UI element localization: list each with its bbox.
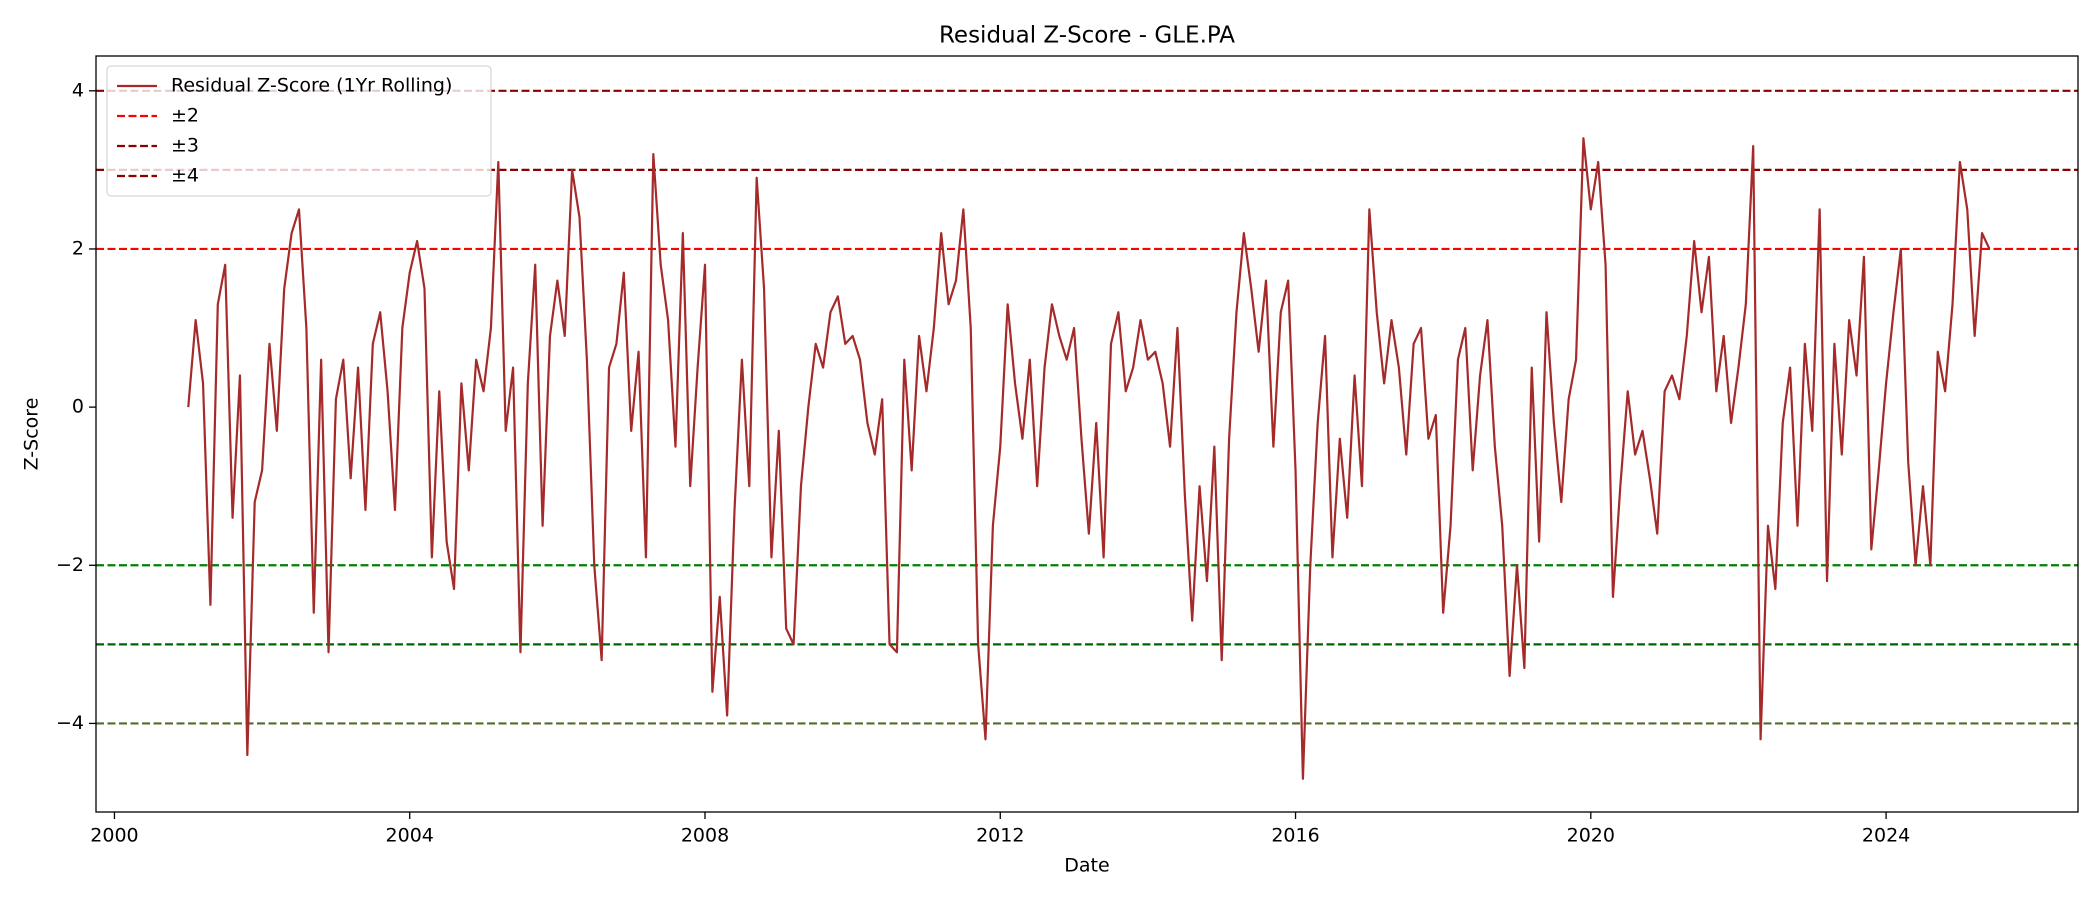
y-tick-label: −4: [56, 712, 84, 734]
x-axis-label: Date: [1064, 855, 1109, 877]
chart-title: Residual Z-Score - GLE.PA: [939, 23, 1235, 49]
legend-label: ±3: [171, 135, 199, 157]
plot-frame: [95, 55, 2079, 813]
y-axis-label: Z-Score: [21, 398, 43, 471]
legend: Residual Z-Score (1Yr Rolling) ±2 ±3 ±4: [106, 65, 492, 197]
x-tick-label: 2004: [386, 825, 434, 847]
y-tick-label: −2: [56, 554, 84, 576]
legend-box: [106, 65, 492, 197]
x-tick-label: 2000: [90, 825, 138, 847]
x-tick-label: 2012: [976, 825, 1024, 847]
y-tick-label: 0: [72, 396, 84, 418]
legend-label: ±4: [171, 165, 199, 187]
x-tick-label: 2008: [681, 825, 729, 847]
legend-label: Residual Z-Score (1Yr Rolling): [171, 75, 452, 97]
series-line: [187, 137, 1991, 780]
x-tick-label: 2020: [1567, 825, 1615, 847]
y-tick-label: 4: [72, 79, 84, 101]
y-tick-label: 2: [72, 237, 84, 259]
x-tick-label: 2024: [1862, 825, 1910, 847]
legend-label: ±2: [171, 105, 199, 127]
x-tick-label: 2016: [1271, 825, 1319, 847]
